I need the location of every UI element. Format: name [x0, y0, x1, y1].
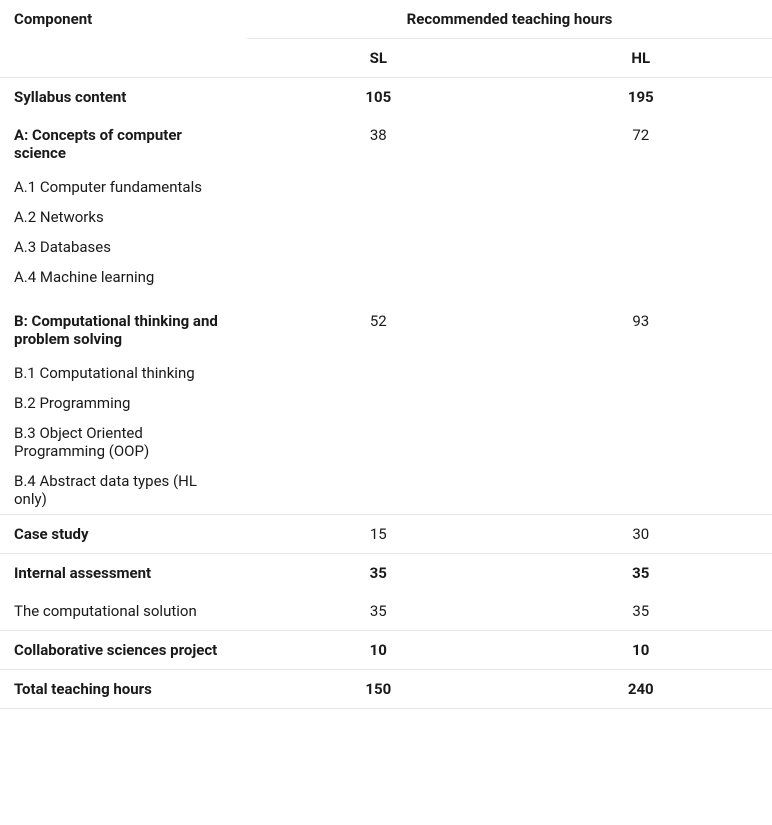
- header-hl: HL: [510, 39, 772, 78]
- row-a4: A.4 Machine learning: [0, 262, 772, 292]
- row-a1: A.1 Computer fundamentals: [0, 172, 772, 202]
- cell-section-a-sl: 38: [247, 116, 509, 172]
- header-group: Recommended teaching hours: [247, 0, 772, 39]
- cell-a4: A.4 Machine learning: [0, 262, 247, 292]
- cell-syllabus-label: Syllabus content: [0, 78, 247, 117]
- row-a3: A.3 Databases: [0, 232, 772, 262]
- cell-collab-label: Collaborative sciences project: [0, 631, 247, 670]
- cell-total-hl: 240: [510, 670, 772, 709]
- row-collab: Collaborative sciences project 10 10: [0, 631, 772, 670]
- cell-comp-solution-label: The computational solution: [0, 592, 247, 631]
- cell-case-study-sl: 15: [247, 515, 509, 554]
- cell-section-a-label: A: Concepts of computer science: [0, 116, 247, 172]
- cell-comp-solution-sl: 35: [247, 592, 509, 631]
- row-case-study: Case study 15 30: [0, 515, 772, 554]
- cell-syllabus-hl: 195: [510, 78, 772, 117]
- row-section-b: B: Computational thinking and problem so…: [0, 302, 772, 358]
- cell-comp-solution-hl: 35: [510, 592, 772, 631]
- cell-syllabus-sl: 105: [247, 78, 509, 117]
- cell-section-a-hl: 72: [510, 116, 772, 172]
- cell-b2: B.2 Programming: [0, 388, 247, 418]
- cell-a3: A.3 Databases: [0, 232, 247, 262]
- cell-b1: B.1 Computational thinking: [0, 358, 247, 388]
- cell-b4: B.4 Abstract data types (HL only): [0, 466, 247, 515]
- cell-case-study-hl: 30: [510, 515, 772, 554]
- row-b1: B.1 Computational thinking: [0, 358, 772, 388]
- row-a2: A.2 Networks: [0, 202, 772, 232]
- cell-section-b-label: B: Computational thinking and problem so…: [0, 302, 247, 358]
- cell-internal-sl: 35: [247, 554, 509, 593]
- row-b2: B.2 Programming: [0, 388, 772, 418]
- cell-total-sl: 150: [247, 670, 509, 709]
- cell-case-study-label: Case study: [0, 515, 247, 554]
- row-internal: Internal assessment 35 35: [0, 554, 772, 593]
- cell-section-b-sl: 52: [247, 302, 509, 358]
- row-section-a: A: Concepts of computer science 38 72: [0, 116, 772, 172]
- cell-total-label: Total teaching hours: [0, 670, 247, 709]
- teaching-hours-table: Component Recommended teaching hours SL …: [0, 0, 772, 709]
- cell-section-b-hl: 93: [510, 302, 772, 358]
- cell-internal-label: Internal assessment: [0, 554, 247, 593]
- row-b4: B.4 Abstract data types (HL only): [0, 466, 772, 515]
- row-b3: B.3 Object Oriented Programming (OOP): [0, 418, 772, 466]
- row-comp-solution: The computational solution 35 35: [0, 592, 772, 631]
- cell-a2: A.2 Networks: [0, 202, 247, 232]
- row-total: Total teaching hours 150 240: [0, 670, 772, 709]
- cell-b3: B.3 Object Oriented Programming (OOP): [0, 418, 247, 466]
- header-sl: SL: [247, 39, 509, 78]
- cell-collab-hl: 10: [510, 631, 772, 670]
- cell-internal-hl: 35: [510, 554, 772, 593]
- cell-a1: A.1 Computer fundamentals: [0, 172, 247, 202]
- cell-collab-sl: 10: [247, 631, 509, 670]
- header-component: Component: [0, 0, 247, 78]
- row-syllabus: Syllabus content 105 195: [0, 78, 772, 117]
